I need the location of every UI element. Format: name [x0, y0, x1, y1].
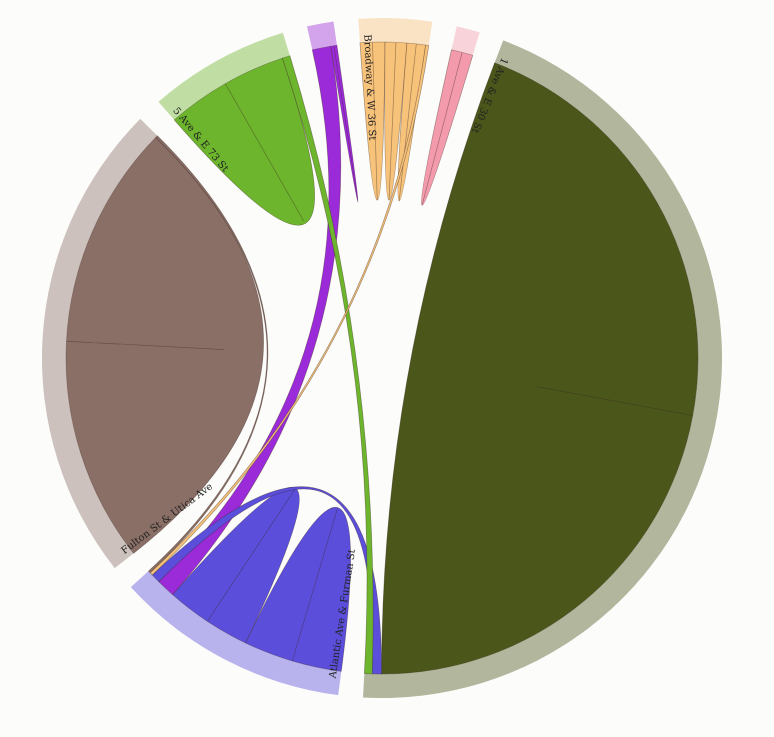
chord-ribbons — [65, 41, 699, 675]
chord-ribbon-13 — [421, 49, 474, 206]
chord-ribbon-1 — [65, 136, 264, 554]
chord-arc-6 — [306, 21, 337, 50]
chord-ribbon-10 — [281, 55, 374, 675]
chord-ribbon-8 — [158, 45, 342, 596]
chord-ribbon-4 — [384, 41, 408, 201]
chord-ribbon-9 — [151, 486, 382, 675]
chord-ribbon-3 — [359, 41, 386, 201]
chord-arc-0 — [358, 18, 433, 46]
chord-ribbon-6 — [245, 507, 351, 672]
chord-label-0: Broadway & W 36 St — [361, 34, 377, 141]
chord-ribbon-2 — [173, 57, 316, 226]
chord-ribbon-7 — [172, 486, 300, 644]
chord-arcs — [41, 18, 723, 699]
chord-ribbon-11 — [149, 44, 430, 576]
chord-ribbon-0 — [381, 62, 699, 675]
chord-ribbon-14 — [330, 44, 359, 202]
chord-arc-1 — [451, 26, 480, 56]
chord-arc-3 — [130, 570, 342, 696]
chord-ribbon-12 — [148, 135, 269, 574]
chord-arc-5 — [158, 32, 290, 120]
chord-arc-4 — [41, 118, 158, 569]
